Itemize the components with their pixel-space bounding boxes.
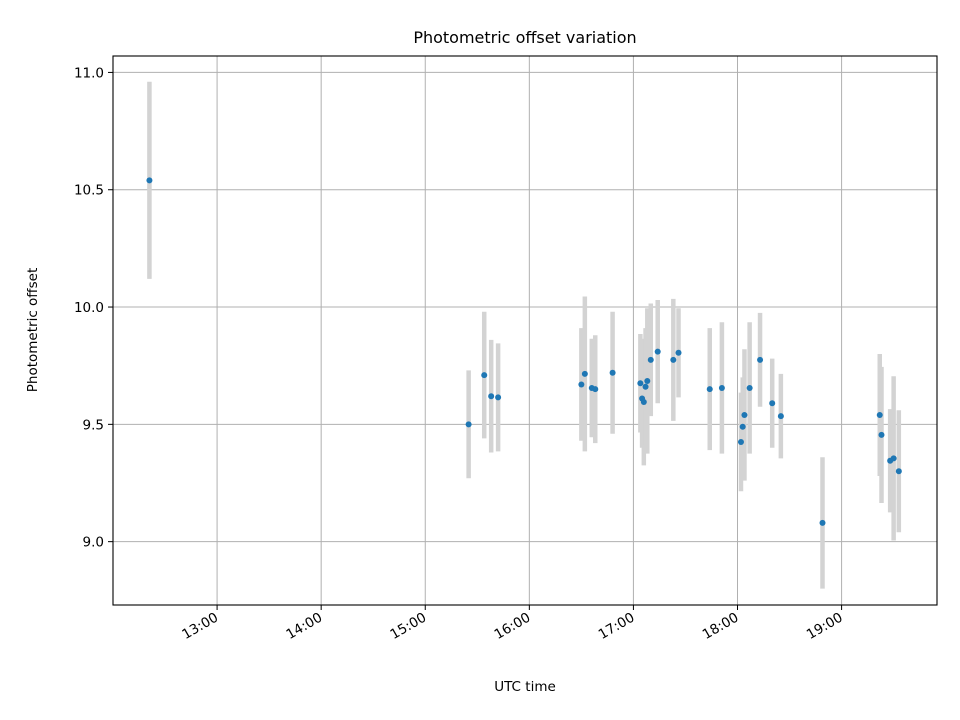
data-point bbox=[609, 369, 616, 376]
y-axis-label: Photometric offset bbox=[25, 268, 41, 392]
data-point bbox=[757, 356, 764, 363]
data-point bbox=[578, 381, 585, 388]
y-tick-label: 9.5 bbox=[83, 417, 104, 433]
data-point bbox=[706, 386, 713, 393]
data-point bbox=[737, 438, 744, 445]
grid bbox=[113, 56, 937, 605]
data-point bbox=[878, 431, 885, 438]
y-tick-label: 10.5 bbox=[74, 183, 104, 199]
data-point bbox=[488, 393, 495, 400]
data-point bbox=[741, 411, 748, 418]
data-point bbox=[777, 413, 784, 420]
data-point bbox=[895, 468, 902, 475]
chart-title: Photometric offset variation bbox=[413, 28, 636, 47]
data-point bbox=[890, 455, 897, 462]
data-point bbox=[495, 394, 502, 401]
y-tick-label: 11.0 bbox=[74, 65, 104, 81]
data-point bbox=[146, 177, 153, 184]
plot-frame bbox=[112, 55, 938, 606]
data-point bbox=[637, 380, 644, 387]
data-point bbox=[670, 356, 677, 363]
data-point bbox=[739, 423, 746, 430]
data-points bbox=[146, 177, 902, 526]
data-point bbox=[654, 348, 661, 355]
y-tick-label: 10.0 bbox=[74, 300, 104, 316]
y-tick-label: 9.0 bbox=[83, 535, 104, 551]
data-point bbox=[644, 377, 651, 384]
data-point bbox=[746, 384, 753, 391]
data-point bbox=[876, 411, 883, 418]
data-point bbox=[592, 386, 599, 393]
data-point bbox=[481, 372, 488, 379]
data-point bbox=[581, 370, 588, 377]
data-point bbox=[819, 519, 826, 526]
data-point bbox=[675, 349, 682, 356]
data-point bbox=[640, 399, 647, 406]
data-point bbox=[465, 421, 472, 428]
data-point bbox=[769, 400, 776, 407]
data-point bbox=[642, 383, 649, 390]
data-point bbox=[718, 384, 725, 391]
x-axis-label: UTC time bbox=[494, 679, 556, 695]
data-point bbox=[647, 356, 654, 363]
